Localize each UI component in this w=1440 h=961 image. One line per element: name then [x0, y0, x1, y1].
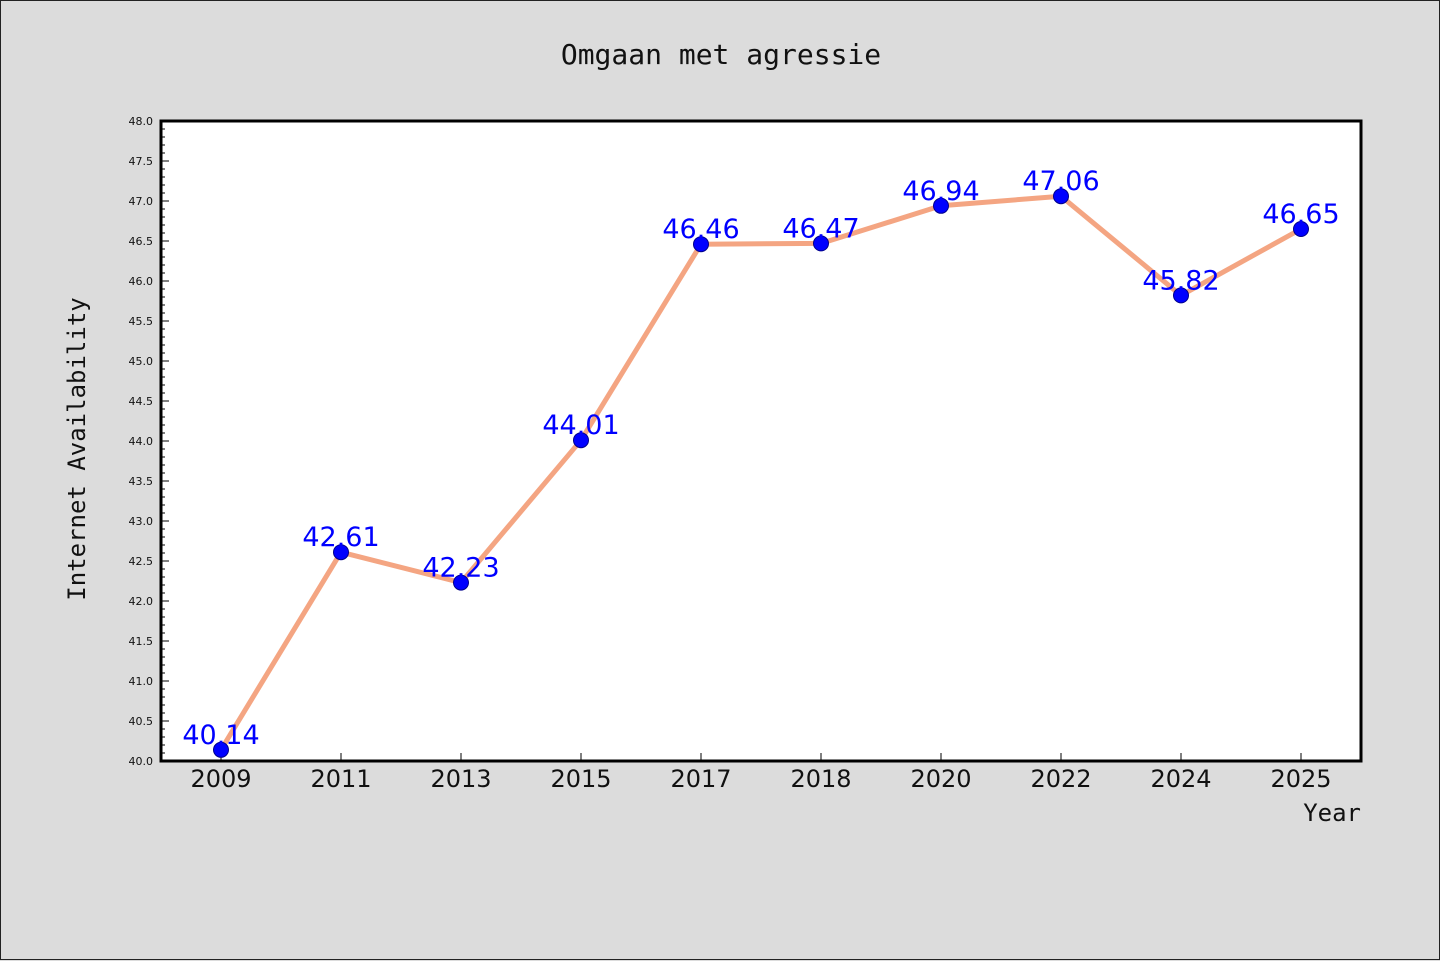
plot-area: [159, 119, 1363, 763]
data-label: 40.14: [182, 720, 259, 751]
x-tick-label: 2013: [430, 765, 491, 793]
x-tick-label: 2024: [1150, 765, 1211, 793]
x-tick-label: 2025: [1270, 765, 1331, 793]
data-label: 46.47: [782, 213, 859, 244]
data-point: [813, 235, 829, 252]
y-tick-label: 47.5: [129, 155, 154, 168]
x-tick-label: 2015: [550, 765, 611, 793]
data-label: 44.01: [542, 410, 619, 441]
data-point: [933, 197, 949, 214]
data-labels: 40.14 42.61 42.23 44.01 46.46 46.47 46.94 47.06…: [182, 166, 1339, 751]
y-tick-label: 42.5: [129, 555, 154, 568]
data-point: [1293, 221, 1309, 237]
y-tick-label: 40.0: [129, 755, 154, 768]
y-axis: 40.0 40.5 41.0 41.5 42.0 42.5 43.0 43.5 44.0 44.5…: [129, 115, 169, 768]
x-tick-label: 2020: [910, 765, 971, 793]
series-markers: [213, 188, 1309, 758]
y-tick-label: 41.0: [129, 675, 154, 688]
y-tick-label: 46.5: [129, 235, 154, 248]
series-line-group: [218, 193, 1304, 753]
y-tick-label: 42.0: [129, 595, 154, 608]
data-point: [213, 741, 229, 758]
chart-title: Omgaan met agressie: [561, 38, 881, 71]
x-tick-label: 2017: [670, 765, 731, 793]
data-point: [1053, 188, 1069, 205]
y-axis-label: Internet Availability: [63, 297, 91, 600]
y-tick-label: 45.0: [129, 355, 154, 368]
data-label: 46.46: [662, 214, 739, 245]
data-point: [1173, 287, 1189, 304]
data-point: [333, 544, 349, 561]
data-label: 45.82: [1142, 265, 1219, 296]
y-tick-label: 45.5: [129, 315, 154, 328]
x-tick-label: 2022: [1030, 765, 1091, 793]
x-tick-label: 2018: [790, 765, 851, 793]
x-axis-label: Year: [1303, 799, 1361, 827]
data-point: [693, 236, 709, 253]
y-tick-label: 48.0: [129, 115, 154, 128]
data-label: 46.94: [902, 176, 979, 207]
data-label: 42.61: [302, 522, 379, 553]
y-tick-label: 44.5: [129, 395, 154, 408]
series-line: [218, 193, 1304, 753]
y-tick-label: 44.0: [129, 435, 154, 448]
y-tick-label: 41.5: [129, 635, 154, 648]
y-tick-label: 43.5: [129, 475, 154, 488]
y-tick-label: 40.5: [129, 715, 154, 728]
x-tick-label: 2011: [310, 765, 371, 793]
y-tick-label: 46.0: [129, 275, 154, 288]
data-label: 46.65: [1262, 199, 1339, 230]
x-axis: 2009 2011 2013 2015 2017 2018 2020 2022 2024 2025: [190, 753, 1332, 793]
data-point: [573, 432, 589, 449]
x-tick-label: 2009: [190, 765, 251, 793]
data-label: 47.06: [1022, 166, 1099, 197]
data-label: 42.23: [422, 553, 499, 584]
y-tick-label: 47.0: [129, 195, 154, 208]
y-tick-label: 43.0: [129, 515, 154, 528]
data-point: [453, 574, 469, 591]
